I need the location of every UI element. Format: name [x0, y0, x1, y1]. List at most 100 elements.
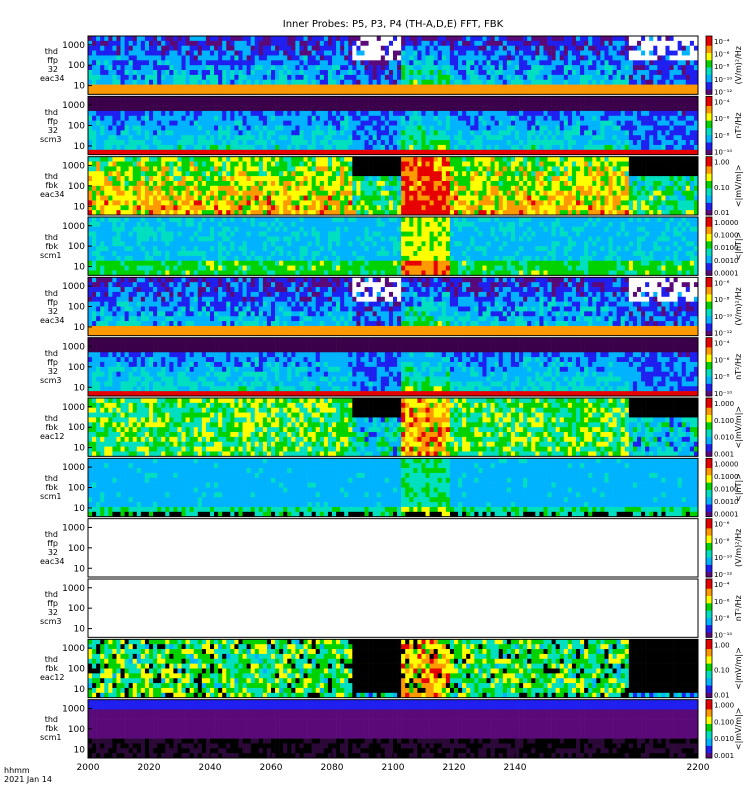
spectrogram-cell [454, 36, 458, 41]
spectrogram-cell [328, 51, 332, 56]
spectrogram-cell [116, 46, 120, 51]
spectrogram-cell [243, 130, 247, 135]
spectrogram-cell [96, 191, 100, 196]
spectrogram-cell [653, 46, 657, 51]
spectrogram-cell [405, 181, 409, 186]
spectrogram-cell [373, 135, 377, 140]
spectrogram-cell [637, 106, 641, 111]
spectrogram-cell [670, 51, 674, 56]
spectrogram-cell [332, 60, 336, 65]
spectrogram-cell [499, 55, 503, 60]
spectrogram-cell [365, 96, 369, 101]
spectrogram-cell [291, 55, 295, 60]
spectrogram-cell [600, 101, 604, 106]
spectrogram-cell [316, 80, 320, 85]
spectrogram-cell [515, 41, 519, 46]
spectrogram-cell [450, 65, 454, 70]
spectrogram-cell [434, 106, 438, 111]
spectrogram-cell [182, 130, 186, 135]
spectrogram-cell [161, 140, 165, 145]
spectrogram-cell [503, 51, 507, 56]
spectrogram-cell [336, 65, 340, 70]
spectrogram-cell [462, 157, 466, 162]
spectrogram-cell [320, 196, 324, 201]
spectrogram-cell [499, 101, 503, 106]
spectrogram-cell [434, 130, 438, 135]
spectrogram-cell [173, 140, 177, 145]
spectrogram-cell [511, 106, 515, 111]
spectrogram-cell [165, 75, 169, 80]
spectrogram-cell [92, 181, 96, 186]
spectrogram-cell [153, 41, 157, 46]
spectrogram-cell [466, 140, 470, 145]
spectrogram-cell [206, 186, 210, 191]
spectrogram-cell [279, 171, 283, 176]
colorbar-step [706, 87, 712, 90]
spectrogram-cell [214, 205, 218, 210]
spectrogram-cell [487, 60, 491, 65]
spectrogram-cell [206, 106, 210, 111]
spectrogram-cell [121, 171, 125, 176]
spectrogram-cell [446, 106, 450, 111]
spectrogram-cell [466, 41, 470, 46]
spectrogram-cell [324, 70, 328, 75]
colorbar-tick-label: 10⁻¹⁰ [714, 149, 732, 157]
spectrogram-cell [271, 96, 275, 101]
spectrogram-cell [454, 85, 458, 90]
spectrogram-cell [243, 46, 247, 51]
spectrogram-cell [665, 126, 669, 131]
spectrogram-cell [450, 176, 454, 181]
spectrogram-cell [116, 80, 120, 85]
spectrogram-cell [564, 111, 568, 116]
spectrogram-cell [495, 166, 499, 171]
spectrogram-cell [108, 145, 112, 150]
spectrogram-cell [182, 186, 186, 191]
spectrogram-cell [604, 130, 608, 135]
spectrogram-cell [523, 36, 527, 41]
spectrogram-cell [222, 60, 226, 65]
spectrogram-cell [686, 55, 690, 60]
spectrogram-cell [365, 41, 369, 46]
spectrogram-cell [527, 140, 531, 145]
spectrogram-cell [426, 196, 430, 201]
spectrogram-cell [426, 171, 430, 176]
spectrogram-cell [678, 46, 682, 51]
spectrogram-cell [373, 65, 377, 70]
spectrogram-cell [238, 80, 242, 85]
spectrogram-cell [535, 126, 539, 131]
spectrogram-cell [690, 116, 694, 121]
spectrogram-cell [678, 51, 682, 56]
spectrogram-cell [133, 191, 137, 196]
spectrogram-cell [458, 116, 462, 121]
spectrogram-cell [328, 55, 332, 60]
spectrogram-cell [255, 96, 259, 101]
spectrogram-cell [491, 186, 495, 191]
spectrogram-cell [503, 145, 507, 150]
spectrogram-cell [478, 60, 482, 65]
spectrogram-cell [112, 126, 116, 131]
spectrogram-cell [377, 116, 381, 121]
spectrogram-cell [572, 111, 576, 116]
spectrogram-cell [356, 101, 360, 106]
spectrogram-cell [674, 135, 678, 140]
spectrogram-cell [173, 111, 177, 116]
spectrogram-cell [226, 46, 230, 51]
spectrogram-cell [332, 55, 336, 60]
spectrogram-cell [251, 101, 255, 106]
spectrogram-cell [621, 60, 625, 65]
spectrogram-cell [275, 65, 279, 70]
spectrogram-cell [287, 36, 291, 41]
spectrogram-cell [259, 145, 263, 150]
spectrogram-cell [543, 121, 547, 126]
spectrogram-cell [230, 101, 234, 106]
spectrogram-cell [177, 51, 181, 56]
spectrogram-cell [535, 157, 539, 162]
spectrogram-cell [308, 135, 312, 140]
spectrogram-cell [393, 51, 397, 56]
spectrogram-cell [352, 75, 356, 80]
spectrogram-cell [572, 106, 576, 111]
spectrogram-cell [645, 101, 649, 106]
spectrogram-cell [401, 60, 405, 65]
spectrogram-cell [210, 70, 214, 75]
spectrogram-cell [230, 111, 234, 116]
